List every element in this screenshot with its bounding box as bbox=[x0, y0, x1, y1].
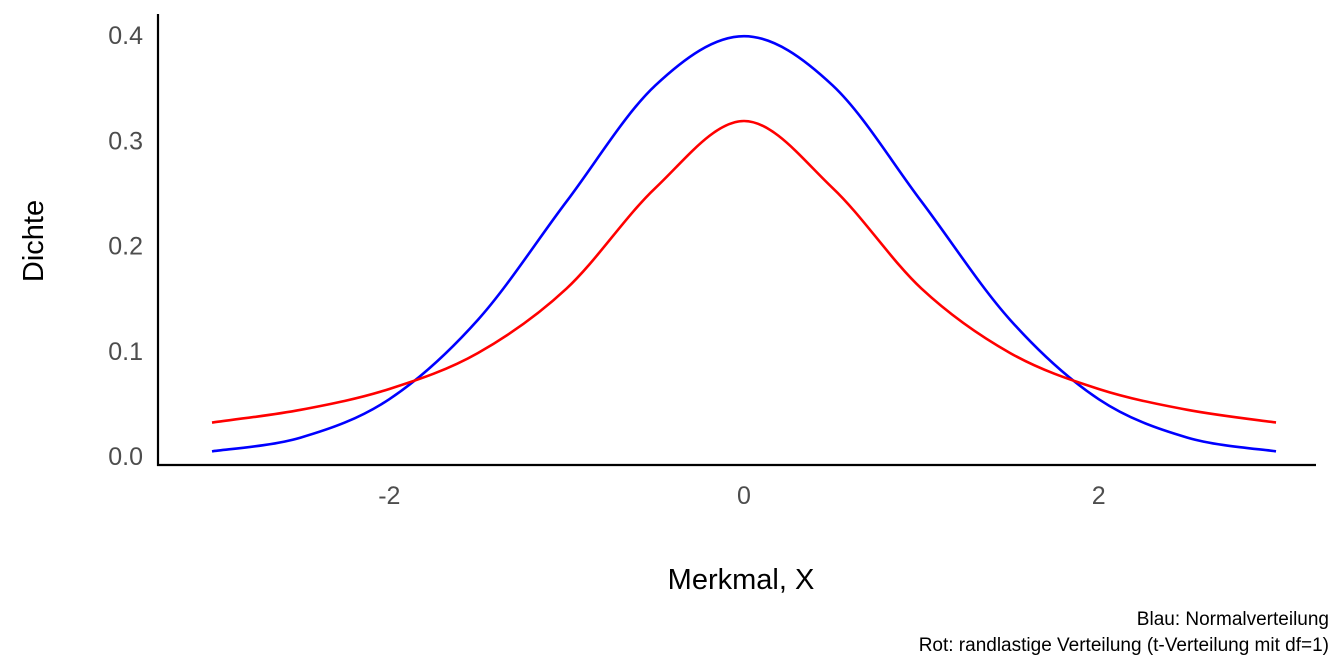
x-tick-label: 2 bbox=[1092, 482, 1106, 510]
y-axis-title: Dichte bbox=[18, 200, 50, 282]
y-tick-label: 0.0 bbox=[108, 443, 143, 471]
y-tick-label: 0.3 bbox=[108, 127, 143, 155]
caption-line-2: Rot: randlastige Verteilung (t-Verteilun… bbox=[919, 635, 1329, 656]
y-tick-label: 0.2 bbox=[108, 233, 143, 261]
series-line-1 bbox=[211, 34, 1277, 453]
y-tick-labels: 0.0 0.1 0.2 0.3 0.4 bbox=[108, 22, 143, 471]
series-line-2 bbox=[211, 119, 1277, 424]
x-tick-label: 0 bbox=[737, 482, 751, 510]
series-layer bbox=[211, 34, 1277, 453]
x-axis-title: Merkmal, X bbox=[668, 564, 815, 596]
x-tick-label: -2 bbox=[378, 482, 400, 510]
y-tick-label: 0.4 bbox=[108, 22, 143, 50]
x-tick-labels: -2 0 2 bbox=[378, 482, 1105, 510]
y-tick-label: 0.1 bbox=[108, 338, 143, 366]
caption-line-1: Blau: Normalverteilung bbox=[1137, 609, 1329, 630]
